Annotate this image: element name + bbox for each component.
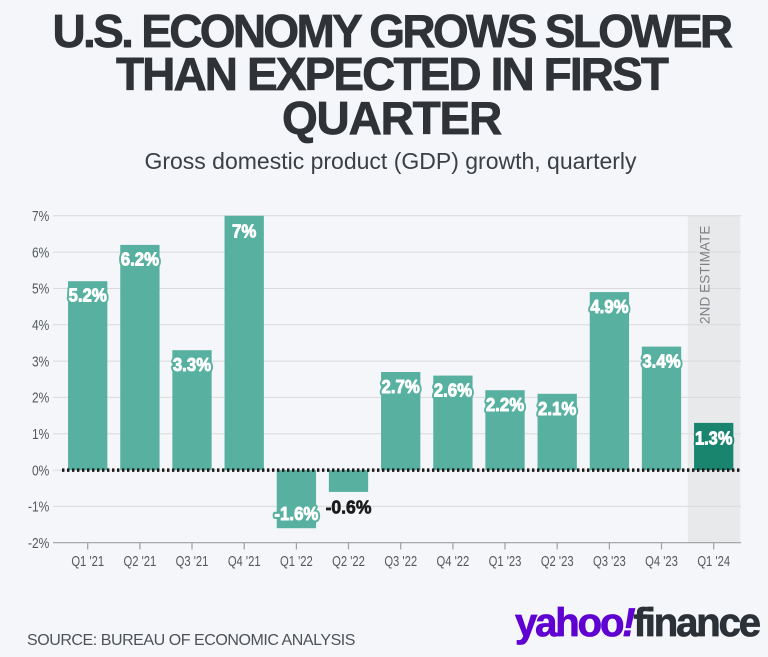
svg-text:Q2 '23: Q2 '23 (541, 553, 574, 570)
svg-text:-2%: -2% (28, 535, 49, 552)
svg-text:7%: 7% (232, 221, 257, 242)
svg-text:2.2%: 2.2% (486, 394, 525, 415)
svg-text:1%: 1% (32, 426, 49, 443)
svg-text:-1.6%: -1.6% (274, 503, 318, 524)
svg-text:-1.6%: -1.6% (274, 503, 318, 524)
svg-text:4.9%: 4.9% (590, 296, 629, 317)
svg-text:4.9%: 4.9% (590, 296, 629, 317)
svg-text:5.2%: 5.2% (69, 285, 108, 306)
svg-text:Q4 '22: Q4 '22 (437, 553, 470, 570)
svg-text:6.2%: 6.2% (121, 249, 160, 270)
svg-text:3%: 3% (32, 353, 49, 370)
svg-text:Q2 '21: Q2 '21 (124, 553, 157, 570)
svg-text:Q3 '23: Q3 '23 (593, 553, 626, 570)
svg-text:3.4%: 3.4% (642, 351, 681, 372)
svg-text:2.6%: 2.6% (434, 380, 473, 401)
svg-text:Q1 '21: Q1 '21 (71, 553, 104, 570)
svg-text:Q3 '21: Q3 '21 (176, 553, 209, 570)
svg-text:1.3%: 1.3% (695, 427, 733, 448)
svg-text:2%: 2% (32, 389, 49, 406)
svg-text:2.2%: 2.2% (486, 394, 525, 415)
svg-text:6.2%: 6.2% (121, 249, 160, 270)
svg-text:2ND ESTIMATE: 2ND ESTIMATE (698, 226, 713, 324)
svg-text:2.7%: 2.7% (382, 376, 421, 397)
svg-text:4%: 4% (32, 317, 49, 334)
svg-text:5%: 5% (32, 280, 49, 297)
svg-text:2.7%: 2.7% (382, 376, 421, 397)
svg-text:Q4 '23: Q4 '23 (645, 553, 678, 570)
svg-text:3.3%: 3.3% (173, 354, 212, 375)
svg-text:Q3 '22: Q3 '22 (384, 553, 417, 570)
svg-text:3.3%: 3.3% (173, 354, 212, 375)
svg-text:3.4%: 3.4% (642, 351, 681, 372)
svg-text:7%: 7% (232, 221, 257, 242)
svg-text:0%: 0% (32, 462, 49, 479)
svg-text:Q1 '24: Q1 '24 (697, 553, 730, 570)
svg-text:-0.6%: -0.6% (326, 497, 372, 518)
svg-text:Q1 '23: Q1 '23 (489, 553, 522, 570)
svg-text:2.1%: 2.1% (538, 398, 577, 419)
svg-text:7%: 7% (32, 208, 49, 225)
svg-text:2.1%: 2.1% (538, 398, 577, 419)
svg-text:-1%: -1% (28, 498, 49, 515)
svg-text:6%: 6% (32, 244, 49, 261)
svg-text:Q2 '22: Q2 '22 (332, 553, 365, 570)
svg-text:-0.6%: -0.6% (326, 497, 372, 518)
svg-text:5.2%: 5.2% (69, 285, 108, 306)
svg-text:Q4 '21: Q4 '21 (228, 553, 261, 570)
svg-text:2.6%: 2.6% (434, 380, 473, 401)
svg-text:1.3%: 1.3% (695, 427, 733, 448)
svg-text:Q1 '22: Q1 '22 (280, 553, 313, 570)
